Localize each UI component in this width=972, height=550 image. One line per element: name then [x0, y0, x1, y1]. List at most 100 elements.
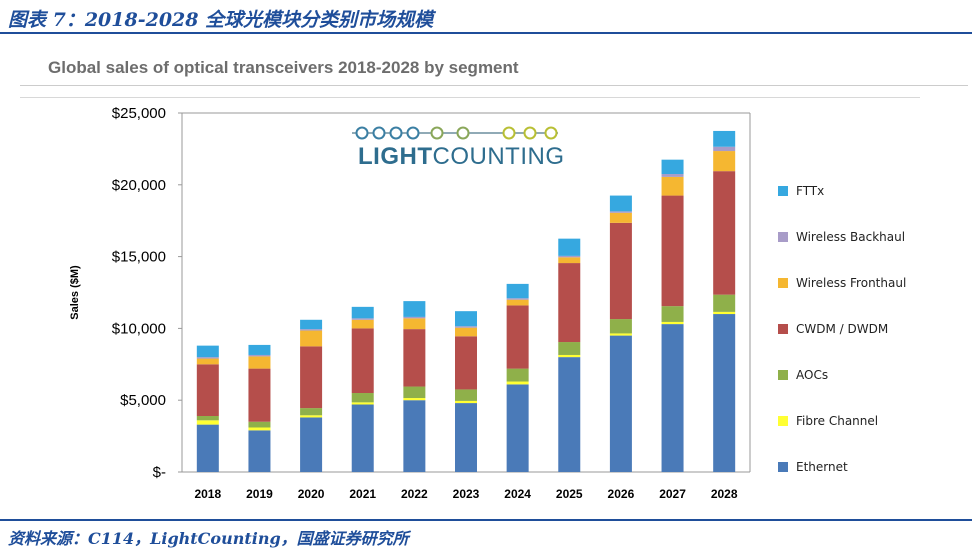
x-tick-label: 2023 — [453, 487, 480, 501]
x-tick-label: 2019 — [246, 487, 273, 501]
bar-segment-fttx — [351, 306, 374, 319]
y-tick-label: $25,000 — [112, 105, 166, 122]
chart-bars — [196, 130, 736, 472]
bar-segment-fibre-channel — [248, 427, 271, 431]
bar-segment-ethernet — [558, 357, 581, 472]
bar-segment-aocs — [558, 342, 581, 355]
legend-label: Wireless Backhaul — [796, 230, 905, 244]
bar-segment-fttx — [661, 159, 684, 175]
bar-segment-cwdm-dwdm — [609, 222, 632, 320]
bar-segment-wireless-fronthaul — [661, 176, 684, 196]
bar-segment-fibre-channel — [455, 400, 477, 404]
bar-segment-cwdm-dwdm — [351, 328, 374, 394]
chart-legend: FTTx Wireless Backhaul Wireless Fronthaul C… — [778, 184, 906, 474]
bar-segment-fibre-channel — [661, 321, 684, 325]
bar-segment-cwdm-dwdm — [403, 329, 426, 387]
bar-segment-cwdm-dwdm — [713, 171, 736, 295]
bar-segment-ethernet — [196, 424, 219, 472]
bar-segment-wireless-backhaul — [661, 174, 684, 177]
bar-segment-fibre-channel — [713, 311, 736, 315]
x-tick-label: 2024 — [504, 487, 531, 501]
legend-swatch — [778, 278, 788, 288]
bar-segment-fttx — [455, 311, 477, 327]
bar-segment-aocs — [506, 368, 529, 382]
bar-segment-ethernet — [351, 404, 374, 472]
bar-segment-ethernet — [300, 417, 323, 472]
bar-segment-fttx — [713, 130, 736, 147]
legend-label: Ethernet — [796, 460, 848, 474]
chart-title-rule — [20, 85, 968, 86]
bar-segment-fttx — [609, 195, 632, 212]
bar-segment-wireless-fronthaul — [506, 299, 529, 306]
bar-segment-cwdm-dwdm — [661, 195, 684, 307]
logo-circle-icon — [389, 126, 403, 140]
bar-segment-wireless-backhaul — [713, 146, 736, 152]
bar-segment-aocs — [609, 319, 632, 334]
x-tick-label: 2021 — [349, 487, 376, 501]
bar-segment-wireless-fronthaul — [403, 318, 426, 330]
x-tick-label: 2028 — [711, 487, 738, 501]
bar-segment-fibre-channel — [300, 415, 323, 418]
bar-segment-cwdm-dwdm — [558, 263, 581, 343]
logo-text-light: LIGHT — [358, 143, 433, 170]
bar-segment-cwdm-dwdm — [506, 305, 529, 369]
legend-label: AOCs — [796, 368, 828, 382]
bar-segment-fibre-channel — [558, 354, 581, 358]
bar-segment-aocs — [455, 389, 477, 401]
bar-segment-fttx — [403, 301, 426, 317]
legend-label: FTTx — [796, 184, 824, 198]
bar-segment-wireless-fronthaul — [248, 356, 271, 369]
legend-swatch — [778, 370, 788, 380]
bar-segment-fibre-channel — [403, 398, 426, 401]
bar-segment-ethernet — [609, 335, 632, 472]
bar-segment-ethernet — [506, 384, 529, 472]
bar-segment-ethernet — [248, 430, 271, 472]
bar-segment-fibre-channel — [609, 333, 632, 336]
bar-segment-wireless-backhaul — [300, 329, 323, 331]
y-tick-label: $5,000 — [120, 392, 166, 409]
x-tick-label: 2018 — [194, 487, 221, 501]
logo-circle-icon — [372, 126, 386, 140]
bar-segment-wireless-backhaul — [609, 211, 632, 213]
bar-segment-wireless-fronthaul — [455, 327, 477, 337]
y-tick-label: $10,000 — [112, 320, 166, 337]
source-note: 资料来源：C114，LightCounting，国盛证券研究所 — [8, 529, 409, 548]
bar-segment-cwdm-dwdm — [196, 364, 219, 416]
chart-axes: $- $5,000 $10,000 $15,000 $20,000 $25,000 Sale… — [69, 105, 751, 501]
bar-segment-wireless-fronthaul — [300, 330, 323, 347]
bar-segment-wireless-backhaul — [248, 354, 271, 357]
x-tick-label: 2026 — [608, 487, 635, 501]
bar-segment-aocs — [713, 294, 736, 312]
legend-swatch — [778, 416, 788, 426]
bar-segment-wireless-backhaul — [403, 316, 426, 319]
bar-segment-aocs — [300, 408, 323, 416]
logo-text: LIGHTCOUNTING — [358, 143, 565, 170]
bar-segment-aocs — [196, 415, 219, 421]
bar-segment-wireless-backhaul — [558, 255, 581, 258]
top-rule — [0, 32, 972, 34]
stacked-bar-chart: LIGHTCOUNTING $- $5,000 $10,000 $15,000 $20,… — [69, 105, 906, 501]
bar-segment-aocs — [248, 421, 271, 428]
bar-segment-ethernet — [403, 400, 426, 472]
bar-segment-wireless-fronthaul — [609, 212, 632, 223]
bar-segment-aocs — [351, 393, 374, 403]
legend-label: Wireless Fronthaul — [796, 276, 906, 290]
bar-segment-aocs — [403, 386, 426, 399]
legend-swatch — [778, 232, 788, 242]
bar-segment-wireless-fronthaul — [351, 319, 374, 329]
bar-segment-fttx — [196, 345, 219, 358]
logo-circle-icon — [502, 126, 516, 140]
logo-circle-icon — [456, 126, 470, 140]
bar-segment-cwdm-dwdm — [455, 336, 477, 390]
lightcounting-logo: LIGHTCOUNTING — [352, 126, 565, 170]
logo-circle-icon — [430, 126, 444, 140]
bar-segment-fibre-channel — [351, 402, 374, 405]
legend-swatch — [778, 186, 788, 196]
chart-title: Global sales of optical transceivers 201… — [48, 58, 519, 77]
bar-segment-ethernet — [455, 403, 477, 472]
x-tick-label: 2020 — [298, 487, 325, 501]
bar-segment-fibre-channel — [506, 381, 529, 385]
bar-segment-wireless-fronthaul — [713, 151, 736, 172]
y-tick-label: $20,000 — [112, 177, 166, 194]
bottom-rule — [0, 519, 972, 521]
